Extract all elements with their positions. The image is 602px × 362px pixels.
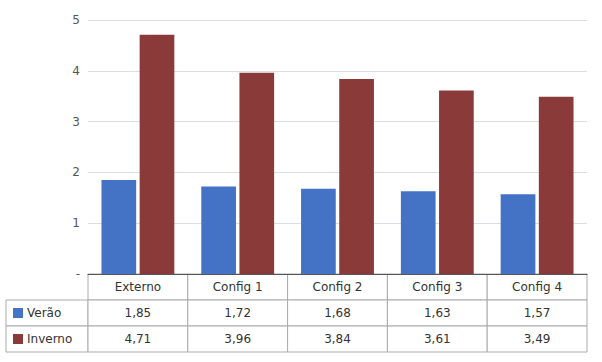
- svg-text:3: 3: [72, 115, 80, 129]
- svg-text:1,63: 1,63: [424, 306, 451, 320]
- svg-text:3,49: 3,49: [524, 332, 551, 346]
- svg-text:2: 2: [72, 165, 80, 179]
- svg-text:1: 1: [72, 216, 80, 230]
- svg-text:1,68: 1,68: [324, 306, 351, 320]
- svg-text:3,84: 3,84: [324, 332, 351, 346]
- svg-text:Config 4: Config 4: [512, 280, 562, 294]
- svg-text:Verão: Verão: [27, 306, 61, 320]
- svg-text:1,57: 1,57: [524, 306, 551, 320]
- svg-text:3,96: 3,96: [224, 332, 251, 346]
- svg-text:Config 3: Config 3: [412, 280, 462, 294]
- svg-text:Externo: Externo: [115, 280, 161, 294]
- svg-text:1,72: 1,72: [224, 306, 251, 320]
- svg-text:5: 5: [72, 13, 80, 27]
- svg-text:3,61: 3,61: [424, 332, 451, 346]
- svg-text:Config 2: Config 2: [313, 280, 363, 294]
- svg-text:1,85: 1,85: [125, 306, 152, 320]
- svg-text:Inverno: Inverno: [27, 332, 72, 346]
- svg-text:Config 1: Config 1: [213, 280, 263, 294]
- svg-text:-: -: [76, 267, 80, 281]
- svg-text:4,71: 4,71: [125, 332, 152, 346]
- svg-text:4: 4: [72, 64, 80, 78]
